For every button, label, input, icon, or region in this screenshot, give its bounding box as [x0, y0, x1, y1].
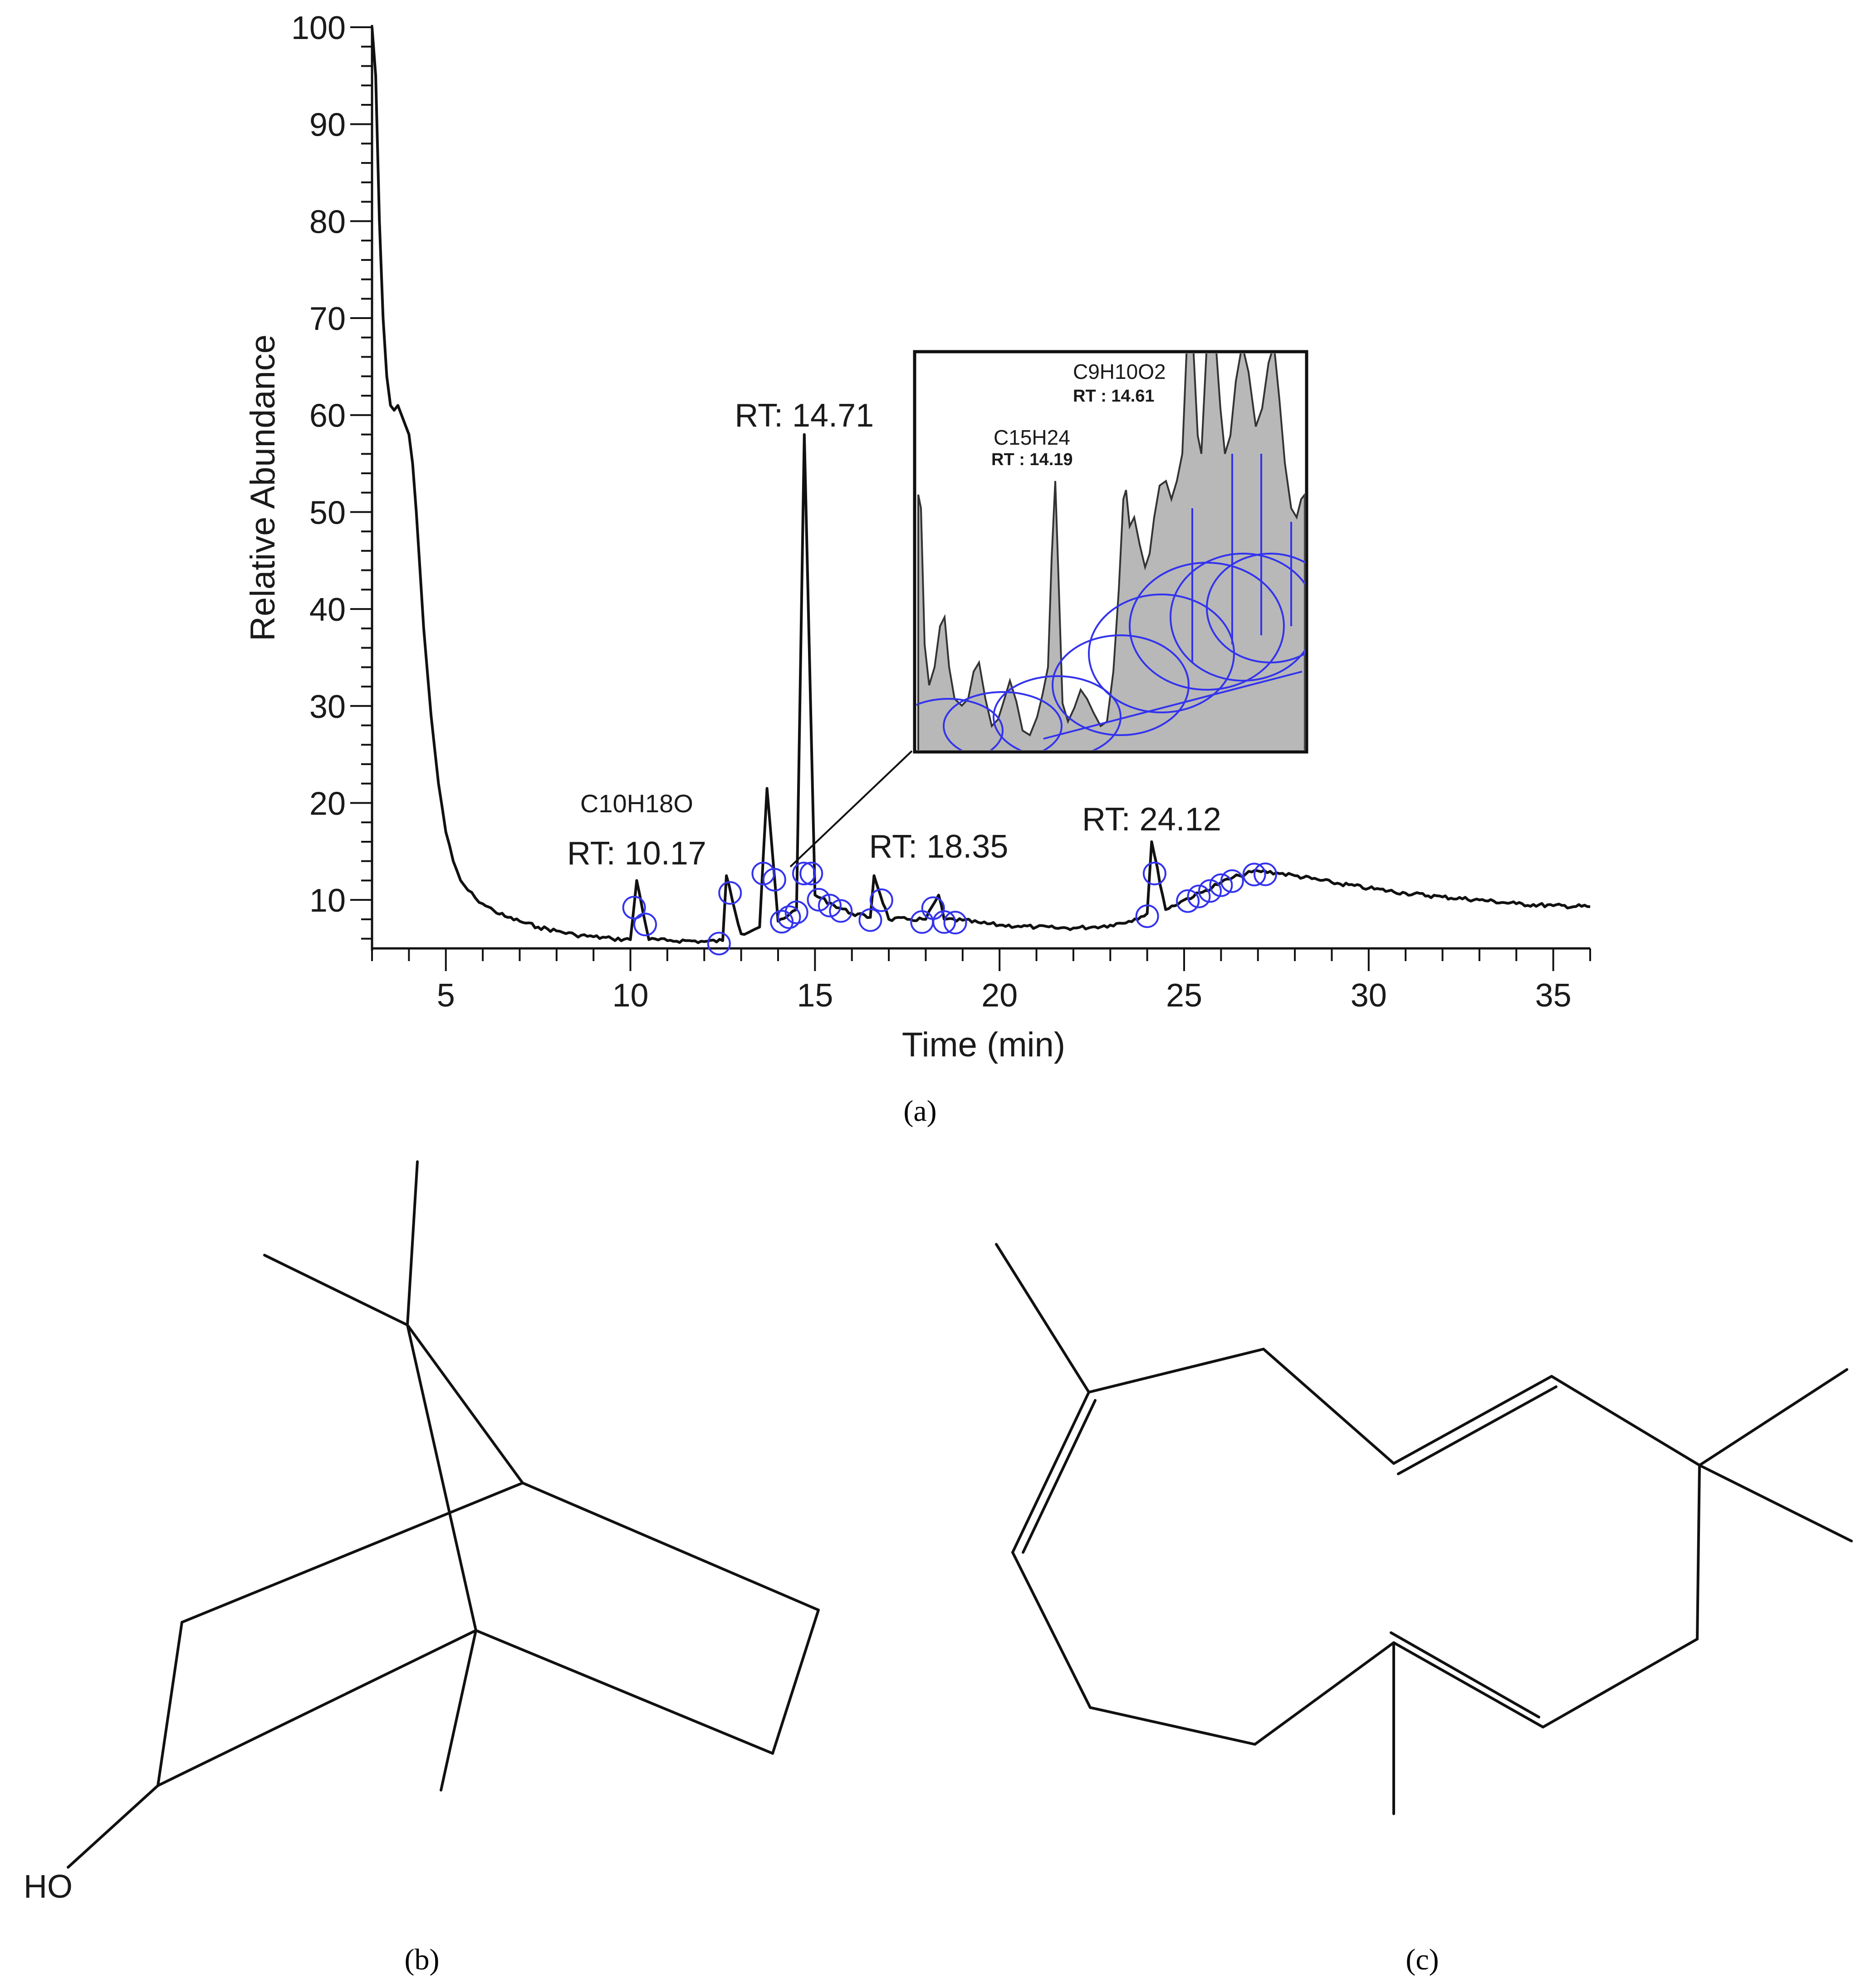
peak-marker	[799, 862, 823, 886]
y-tick-label: 70	[309, 301, 346, 337]
inset-trace	[917, 353, 1305, 750]
peak-marker	[829, 899, 853, 923]
chromatogram-chart: 10 20 30 40 50 60 70 80 90 100 5 10 15 20 25 30 35 C10H…	[244, 10, 1591, 1064]
y-tick-label: 10	[309, 883, 346, 919]
peak-marker	[1142, 862, 1166, 886]
panel-label-a: (a)	[903, 1095, 936, 1128]
peak-marker	[1254, 862, 1277, 886]
y-tick-label: 20	[309, 785, 346, 822]
x-tick-label: 35	[1535, 977, 1572, 1014]
peak-label: RT: 24.12	[1082, 801, 1221, 838]
peak-marker	[784, 900, 808, 924]
peak-marker	[622, 896, 646, 920]
peak-marker	[818, 893, 842, 918]
peak-marker	[633, 913, 657, 937]
molecule-b	[67, 1160, 820, 1869]
peak-annotations: C10H18O RT: 10.17 RT: 14.71 RT: 18.35 RT: 24…	[567, 398, 1221, 872]
y-tick-label: 40	[309, 592, 346, 628]
y-tick-label: 50	[309, 495, 346, 531]
y-tick-label: 60	[309, 398, 346, 434]
zoom-inset: C9H10O2 RT : 14.61 C15H24 RT : 14.19	[913, 350, 1308, 754]
peak-marker	[943, 911, 967, 935]
peak-marker	[807, 888, 831, 912]
y-tick-label: 100	[291, 10, 346, 46]
peak-label: RT: 14.71	[735, 398, 874, 434]
inset-rt-2: RT : 14.19	[991, 450, 1073, 469]
y-tick-label: 90	[309, 107, 346, 143]
peak-label: RT: 10.17	[567, 835, 706, 872]
peak-marker	[762, 868, 786, 892]
peak-marker	[777, 905, 801, 929]
x-axis: 5 10 15 20 25 30 35	[371, 947, 1591, 1014]
peak-markers	[622, 862, 1277, 956]
inset-rt-1: RT : 14.61	[1073, 387, 1155, 406]
peak-marker	[1187, 884, 1211, 908]
chromatogram-trace	[371, 27, 1591, 944]
x-tick-label: 5	[437, 977, 455, 1014]
peak-label: RT: 18.35	[869, 829, 1008, 865]
inset-fit-ellipses	[916, 454, 1305, 750]
peak-marker	[707, 932, 731, 956]
peak-marker	[718, 881, 742, 905]
panel-label-c: (c)	[1406, 1943, 1439, 1976]
peak-marker	[751, 862, 775, 886]
x-tick-label: 15	[797, 977, 833, 1014]
x-tick-label: 20	[981, 977, 1018, 1014]
y-tick-label: 30	[309, 689, 346, 725]
molecule-c	[995, 1243, 1853, 1815]
hydroxyl-label: HO	[24, 1869, 73, 1905]
y-axis: 10 20 30 40 50 60 70 80 90 100	[291, 10, 373, 951]
peak-marker	[1135, 904, 1159, 928]
peak-marker	[1209, 873, 1233, 897]
inset-formula-1: C9H10O2	[1073, 360, 1166, 383]
peak-marker	[858, 908, 882, 932]
x-tick-label: 25	[1166, 977, 1202, 1014]
peak-marker	[1242, 863, 1266, 887]
peak-marker	[1176, 889, 1200, 913]
inset-formula-2: C15H24	[994, 426, 1070, 449]
peak-label: C10H18O	[580, 789, 693, 818]
y-tick-label: 80	[309, 204, 346, 240]
peak-marker	[869, 888, 893, 912]
inset-leader-line	[789, 750, 913, 868]
peak-marker	[932, 910, 956, 934]
x-tick-label: 10	[612, 977, 648, 1014]
y-axis-label: Relative Abundance	[244, 334, 282, 641]
x-tick-label: 30	[1351, 977, 1387, 1014]
peak-marker	[792, 862, 816, 886]
peak-marker	[1220, 869, 1244, 893]
x-axis-label: Time (min)	[902, 1026, 1065, 1064]
peak-marker	[1198, 879, 1222, 903]
panel-label-b: (b)	[405, 1943, 440, 1976]
